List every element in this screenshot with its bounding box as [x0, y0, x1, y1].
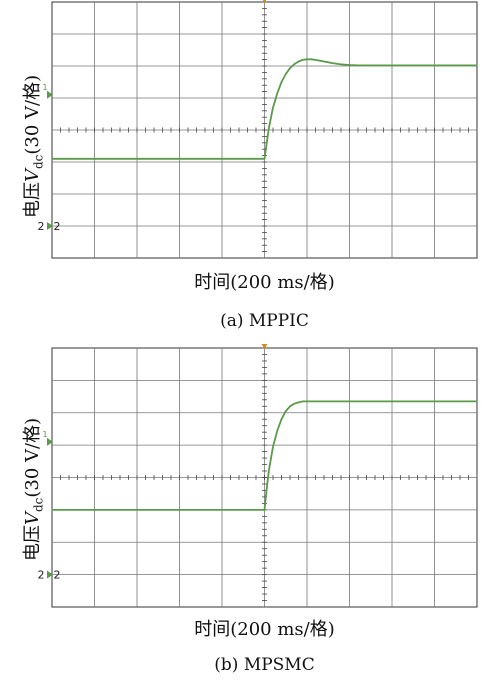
y-axis-label: 电压Vdc(30 V/格)	[18, 418, 46, 561]
trace-point	[357, 64, 359, 66]
trace-point	[285, 410, 287, 412]
x-axis-label: 时间(200 ms/格)	[194, 619, 335, 640]
channel-2-marker-icon	[47, 570, 53, 579]
y-axis-label: 电压Vdc(30 V/格)	[18, 75, 46, 218]
trace-point	[293, 403, 295, 405]
trace-point	[276, 429, 278, 432]
x-axis-label: 时间(200 ms/格)	[194, 272, 335, 293]
trace-point	[276, 92, 278, 94]
trace-point	[272, 446, 274, 448]
trace-point	[297, 401, 300, 403]
trigger-marker-icon	[262, 0, 267, 3]
trace-point	[310, 58, 312, 60]
trace-point	[302, 400, 304, 403]
voltage-trace-line	[52, 58, 477, 160]
trace-point	[263, 158, 266, 160]
channel-2-label-right: 2	[54, 569, 61, 582]
y-axis-label-symbol: V	[22, 512, 43, 525]
channel-1-marker-icon	[47, 90, 53, 99]
channel-1-marker-icon	[47, 437, 53, 446]
y-axis-label-symbol: V	[22, 169, 43, 182]
channel-1-label: 1	[42, 430, 47, 439]
trace-point	[289, 67, 291, 69]
voltage-trace-line	[52, 400, 477, 511]
trace-point	[314, 59, 317, 61]
trace-point	[302, 59, 304, 61]
trace-point	[293, 63, 295, 65]
channel-2-label-left: 2	[38, 569, 45, 582]
trace-point	[264, 151, 266, 153]
y-axis-label-suffix: (30 V/格)	[22, 417, 43, 498]
channel-1-label: 1	[42, 83, 47, 92]
channel-2-marker-icon	[47, 222, 53, 230]
oscilloscope-plot-mpsmc: 1 2 2	[38, 344, 478, 608]
trace-point	[51, 509, 53, 511]
channel-2-label-right: 2	[54, 220, 61, 233]
trace-point	[306, 58, 308, 60]
trace-point	[370, 64, 372, 66]
trace-point	[476, 64, 478, 66]
y-axis-label-subscript: dc	[31, 497, 46, 512]
oscilloscope-plot-mppic: 1 2 2	[38, 0, 478, 259]
trace-point	[51, 158, 53, 160]
trace-point	[331, 62, 334, 64]
trace-point	[272, 107, 274, 109]
trace-point	[348, 64, 351, 66]
trigger-marker-icon	[261, 344, 268, 349]
chart-caption: (a) MPPIC	[220, 311, 309, 331]
trace-point	[323, 60, 325, 63]
trace-point	[268, 127, 270, 129]
trace-point	[340, 63, 342, 65]
trace-point	[476, 400, 478, 403]
y-axis-label-suffix: (30 V/格)	[22, 74, 43, 155]
trace-point	[264, 499, 266, 501]
trace-point	[285, 73, 287, 75]
trace-point	[280, 81, 283, 83]
y-axis-label-prefix: 电压	[22, 525, 43, 561]
trace-point	[297, 60, 300, 63]
channel-2-label-left: 2	[38, 220, 45, 233]
trace-point	[263, 509, 266, 511]
trace-point	[268, 470, 270, 472]
y-axis-label-prefix: 电压	[22, 182, 43, 218]
chart-caption: (b) MPSMC	[214, 655, 315, 675]
trace-point	[306, 400, 308, 403]
trace-point	[289, 405, 291, 407]
y-axis-label-subscript: dc	[31, 154, 46, 169]
trace-point	[280, 418, 283, 420]
